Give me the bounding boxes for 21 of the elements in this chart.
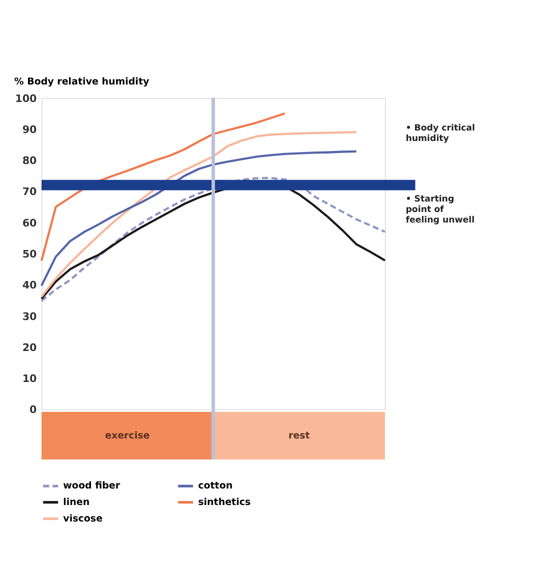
y-tick-label: 30 (22, 310, 37, 323)
series-label: rest (288, 430, 310, 442)
legend-label: sinthetics (198, 496, 251, 508)
y-tick-label: 80 (22, 155, 37, 168)
legend-label: wood fiber (63, 480, 120, 492)
series-label: exercise (105, 430, 150, 442)
legend-label: cotton (198, 480, 233, 492)
y-tick-label: 70 (22, 186, 37, 198)
y-tick-label: 100 (15, 92, 37, 105)
y-tick-label: 60 (22, 217, 37, 230)
y-tick-label: 0 (30, 404, 37, 416)
y-tick-label: 90 (22, 124, 37, 136)
legend-label: linen (63, 496, 90, 508)
y-tick-label: 40 (22, 280, 37, 292)
y-tick-label: 10 (22, 373, 37, 386)
text: • Starting point of feeling unwell (406, 194, 475, 226)
y-axis-title: % Body relative humidity (14, 76, 150, 88)
text: • Body critical humidity (406, 124, 476, 144)
y-tick-label: 20 (22, 342, 37, 354)
legend-label: viscose (63, 513, 103, 524)
y-tick-label: 50 (22, 248, 37, 260)
